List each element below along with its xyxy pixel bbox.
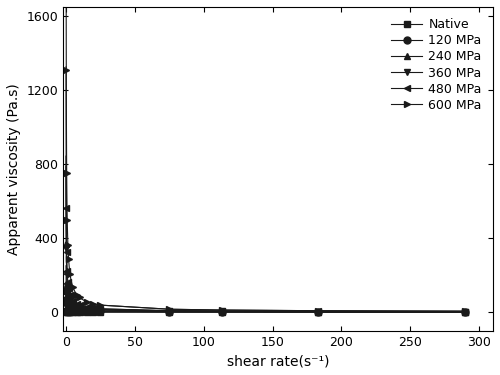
240 MPa xyxy=(315,309,321,314)
120 MPa xyxy=(315,310,321,314)
Native xyxy=(315,310,321,314)
240 MPa xyxy=(462,309,468,314)
480 MPa xyxy=(98,307,103,311)
360 MPa xyxy=(462,309,468,314)
600 MPa xyxy=(315,309,321,313)
Native xyxy=(218,310,224,314)
600 MPa xyxy=(218,308,224,312)
240 MPa xyxy=(166,309,172,313)
120 MPa xyxy=(218,309,224,314)
480 MPa xyxy=(315,309,321,314)
600 MPa xyxy=(166,307,172,312)
240 MPa xyxy=(98,308,103,312)
480 MPa xyxy=(218,309,224,314)
360 MPa xyxy=(98,308,103,312)
480 MPa xyxy=(462,309,468,314)
600 MPa xyxy=(462,309,468,314)
Y-axis label: Apparent viscosity (Pa.s): Apparent viscosity (Pa.s) xyxy=(7,83,21,255)
Legend: Native, 120 MPa, 240 MPa, 360 MPa, 480 MPa, 600 MPa: Native, 120 MPa, 240 MPa, 360 MPa, 480 M… xyxy=(386,13,487,117)
Line: 600 MPa: 600 MPa xyxy=(97,302,469,315)
Line: 240 MPa: 240 MPa xyxy=(97,306,469,315)
240 MPa xyxy=(218,309,224,314)
120 MPa xyxy=(166,309,172,314)
120 MPa xyxy=(462,310,468,314)
Native xyxy=(166,310,172,314)
Line: Native: Native xyxy=(97,309,469,316)
Native xyxy=(462,310,468,314)
360 MPa xyxy=(218,309,224,314)
Native xyxy=(98,310,103,314)
120 MPa xyxy=(98,309,103,314)
Line: 120 MPa: 120 MPa xyxy=(97,308,469,315)
Line: 480 MPa: 480 MPa xyxy=(97,305,469,315)
480 MPa xyxy=(166,309,172,313)
Line: 360 MPa: 360 MPa xyxy=(97,306,469,315)
X-axis label: shear rate(s⁻¹): shear rate(s⁻¹) xyxy=(227,354,330,368)
360 MPa xyxy=(315,309,321,314)
360 MPa xyxy=(166,309,172,314)
600 MPa xyxy=(98,303,103,307)
